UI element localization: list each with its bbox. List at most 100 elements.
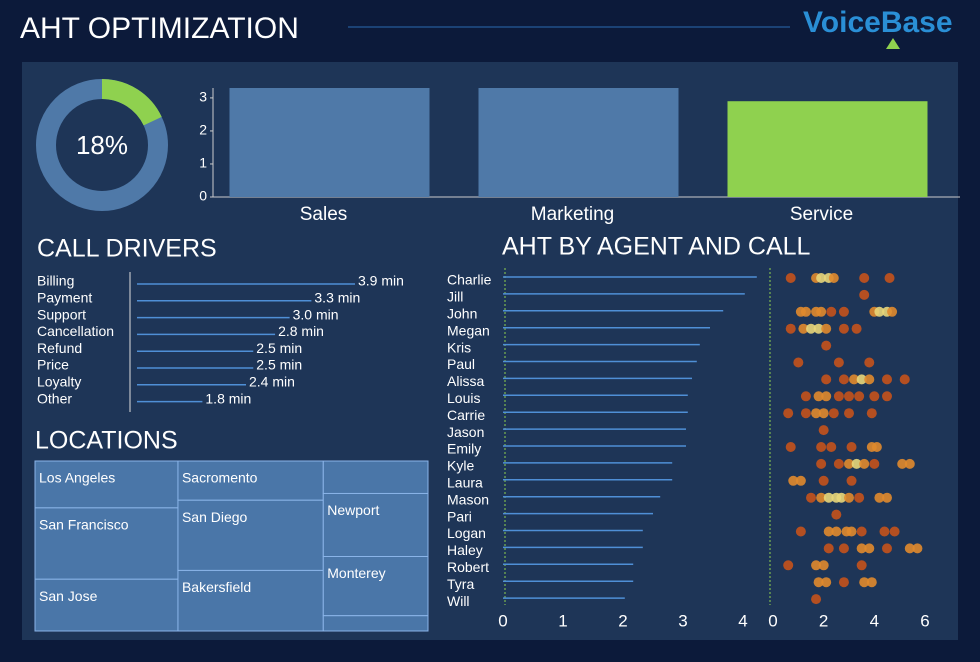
dot	[806, 492, 816, 503]
dot	[871, 442, 882, 452]
dot	[882, 543, 892, 554]
agent-label: Mason	[447, 491, 489, 507]
cell-label: Newport	[327, 502, 379, 518]
dot	[833, 458, 844, 469]
x-tick-label: 4	[870, 611, 879, 630]
dot	[887, 306, 898, 317]
dot	[864, 357, 875, 368]
dot	[785, 442, 796, 452]
dot	[813, 323, 824, 334]
treemap-cell	[322, 556, 429, 617]
dot	[816, 492, 827, 503]
dot	[816, 273, 827, 283]
dot	[788, 475, 799, 486]
dot	[856, 374, 867, 385]
dot	[856, 543, 867, 554]
dot	[823, 492, 834, 503]
agent-label: Megan	[447, 322, 490, 338]
category-label: Billing	[37, 273, 74, 289]
dot	[912, 543, 923, 554]
dot	[904, 543, 915, 554]
dot	[869, 391, 880, 402]
page-title: AHT OPTIMIZATION	[20, 12, 299, 45]
dot	[821, 391, 832, 402]
dot	[818, 408, 829, 419]
agent-label: Carrie	[447, 407, 485, 423]
dot	[866, 408, 877, 419]
dot	[800, 306, 811, 317]
dot	[882, 391, 892, 402]
dot	[874, 492, 885, 503]
dot	[783, 560, 794, 571]
agent-label: Robert	[447, 559, 489, 575]
dot	[859, 577, 870, 588]
x-tick-label: 1	[558, 611, 567, 630]
dot	[821, 577, 832, 588]
donut-label: 18%	[76, 130, 128, 160]
dot	[793, 357, 804, 368]
dot	[816, 458, 827, 469]
dot	[831, 526, 842, 537]
dot	[838, 577, 849, 588]
cell-label: San Jose	[39, 588, 98, 604]
dot	[846, 442, 857, 452]
dot	[811, 560, 822, 571]
dot	[811, 408, 822, 419]
bar	[727, 101, 928, 197]
x-tick-label: Service	[790, 204, 853, 225]
dot	[818, 475, 829, 486]
bar	[229, 88, 430, 197]
donut-slice	[101, 79, 162, 126]
bar	[478, 88, 679, 197]
x-tick-label: 6	[920, 611, 929, 630]
agent-label: Emily	[447, 441, 481, 457]
dot	[818, 560, 829, 571]
agent-label: Kris	[447, 339, 471, 355]
logo-mark	[886, 38, 900, 49]
dot	[798, 323, 809, 334]
agent-label: Logan	[447, 525, 486, 541]
dot	[874, 306, 885, 317]
x-tick-label: 3	[678, 611, 687, 630]
treemap-cell	[177, 499, 324, 571]
treemap-cell	[322, 460, 429, 494]
dot	[851, 323, 862, 334]
value-label: 1.8 min	[205, 390, 251, 406]
category-label: Refund	[37, 340, 82, 356]
value-label: 3.0 min	[293, 306, 339, 322]
dot	[897, 458, 908, 469]
dot	[836, 492, 847, 503]
treemap-cell	[34, 578, 179, 632]
dot	[849, 374, 860, 385]
dot	[818, 425, 829, 436]
dot	[826, 306, 837, 317]
dot	[838, 306, 849, 317]
treemap-cell	[177, 460, 324, 501]
dot	[882, 492, 892, 503]
dot	[846, 526, 857, 537]
dot	[869, 458, 880, 469]
agent-label: John	[447, 306, 477, 322]
section-title: CALL DRIVERS	[37, 235, 217, 263]
y-tick-label: 2	[199, 122, 207, 138]
section-title: AHT BY AGENT AND CALL	[502, 233, 811, 261]
x-tick-label: 0	[768, 611, 777, 630]
dot	[864, 543, 875, 554]
dot	[866, 577, 877, 588]
dot	[882, 374, 892, 385]
treemap-cell	[322, 615, 429, 632]
agent-label: Laura	[447, 475, 483, 491]
agent-label: Tyra	[447, 576, 474, 592]
agent-label: Jason	[447, 424, 484, 440]
dot	[884, 273, 895, 283]
dot	[823, 526, 834, 537]
dot	[859, 289, 870, 300]
dot	[854, 492, 865, 503]
agent-label: Will	[447, 593, 470, 609]
dot	[785, 273, 796, 283]
x-tick-label: 2	[819, 611, 828, 630]
treemap-cell	[34, 460, 179, 509]
dot	[821, 323, 832, 334]
value-label: 2.8 min	[278, 323, 324, 339]
